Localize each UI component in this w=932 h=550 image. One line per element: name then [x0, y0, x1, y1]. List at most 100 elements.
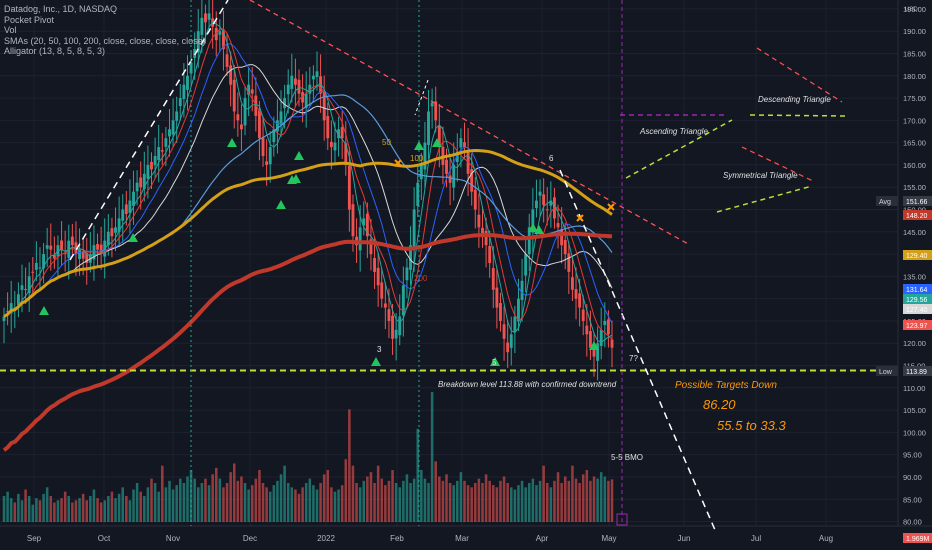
candle-body [257, 110, 261, 139]
candle-body [214, 27, 218, 41]
volume-bar [380, 478, 384, 522]
volume-bar [204, 478, 207, 522]
candle-body [232, 79, 236, 112]
candle-body [42, 254, 46, 269]
descending-triangle-base [749, 114, 846, 117]
candle-body [117, 218, 121, 232]
candle-body [128, 200, 132, 213]
volume-bar [150, 478, 153, 522]
volume-bar [146, 487, 150, 522]
volume-bar [398, 487, 401, 522]
volume-bar [117, 493, 121, 522]
candle-body [412, 209, 416, 250]
candle-body [200, 17, 204, 35]
candle-body [304, 93, 308, 108]
y-tick-label: 90.00 [903, 473, 922, 482]
volume-bar [477, 478, 481, 522]
volume-bar [89, 496, 92, 522]
volume-bar [225, 483, 229, 522]
volume-bar [20, 500, 24, 522]
descending-triangle-label: Descending Triangle [758, 95, 831, 104]
volume-bar [294, 489, 297, 522]
candle-body [34, 263, 38, 270]
volume-bar [596, 478, 599, 522]
candle-body [150, 161, 153, 170]
candle-body [24, 289, 28, 291]
volume-bar [168, 480, 171, 522]
ascending-triangle-label: Ascending Triangle [640, 127, 708, 136]
alligator-label: Alligator (13, 8, 5, 8, 5, 3) [4, 46, 106, 56]
volume-bar [121, 487, 124, 522]
x-tick-label: Apr [536, 534, 549, 543]
cross-marker [607, 203, 615, 211]
projection-line [559, 169, 716, 531]
volume-bar [135, 483, 139, 522]
volume-bar [179, 478, 182, 522]
volume-bar [240, 476, 243, 522]
candle-body [495, 287, 499, 308]
candle-body [110, 228, 114, 237]
ma100-label: 100 [410, 154, 424, 163]
y-tick-label: 110.00 [903, 384, 925, 393]
volume-bar [74, 500, 78, 522]
volume-bar [139, 491, 142, 522]
volume-bar [592, 476, 596, 522]
ma50-label: 50 [382, 138, 391, 147]
candle-body [297, 79, 301, 94]
pocket-pivot-arrow [414, 141, 424, 150]
volume-bar [495, 487, 499, 522]
candle-body [491, 268, 495, 290]
y-tick-label: 80.00 [903, 518, 922, 527]
y-tick-label: 195.00 [903, 5, 926, 14]
pocket-pivot-arrow [276, 200, 286, 209]
volume-label: Vol [4, 25, 17, 35]
ma100-line [3, 149, 613, 318]
pocket-pivot-label: Pocket Pivot [4, 14, 55, 25]
candle-body [290, 75, 294, 89]
candle-body [135, 182, 139, 192]
volume-bar [60, 498, 63, 522]
volume-bar [261, 483, 265, 522]
candle-body [596, 343, 600, 361]
candle-body [488, 246, 492, 263]
volume-bar [603, 476, 607, 522]
wave-5-label: 5 [492, 358, 497, 367]
volume-bar [333, 491, 337, 522]
chart-legend: Datadog, Inc., 1D, NASDAQ Pocket Pivot V… [4, 4, 206, 57]
candle-body [427, 111, 430, 146]
x-tick-label: Mar [455, 534, 469, 543]
volume-bar [67, 496, 71, 522]
candle-body [275, 120, 279, 132]
candle-body [196, 31, 200, 53]
candle-body [358, 227, 362, 251]
candle-body [592, 343, 596, 357]
volume-bar [434, 461, 437, 522]
wave-6-label: 6 [549, 154, 554, 163]
y-tick-label: 135.00 [903, 272, 926, 281]
volume-bar [366, 476, 369, 522]
volume-bar [538, 480, 542, 522]
volume-bar [182, 483, 186, 522]
candle-body [473, 189, 477, 210]
candle-body [283, 98, 287, 109]
volume-bar [31, 504, 35, 522]
volume-bar [499, 480, 502, 522]
volume-bar [459, 472, 463, 522]
candle-body [481, 227, 484, 237]
x-tick-label: Dec [243, 534, 257, 543]
volume-bar [513, 489, 517, 522]
volume-bar [376, 465, 380, 522]
candle-body [52, 254, 56, 259]
pocket-pivot-arrow [534, 225, 544, 234]
volume-bar [481, 483, 484, 522]
y-tick-label: 160.00 [903, 161, 926, 170]
volume-bar [49, 496, 53, 522]
volume-bar [542, 465, 545, 522]
candle-body [405, 267, 409, 281]
candle-body [164, 138, 168, 147]
volume-bar [38, 500, 42, 522]
candle-body [344, 143, 348, 165]
ma200-line [2, 231, 613, 452]
volume-bar [492, 485, 495, 522]
